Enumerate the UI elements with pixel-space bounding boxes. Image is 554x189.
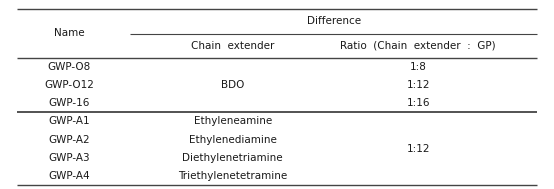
Text: Difference: Difference bbox=[307, 16, 361, 26]
Text: GWP-A1: GWP-A1 bbox=[48, 116, 90, 126]
Text: Ethyleneamine: Ethyleneamine bbox=[193, 116, 272, 126]
Text: GWP-O8: GWP-O8 bbox=[48, 62, 91, 72]
Text: 1:12: 1:12 bbox=[407, 80, 430, 90]
Text: 1:16: 1:16 bbox=[407, 98, 430, 108]
Text: Diethylenetriamine: Diethylenetriamine bbox=[182, 153, 283, 163]
Text: Name: Name bbox=[54, 28, 85, 38]
Text: GWP-A3: GWP-A3 bbox=[48, 153, 90, 163]
Text: GWP-O12: GWP-O12 bbox=[44, 80, 94, 90]
Text: GWP-A2: GWP-A2 bbox=[48, 135, 90, 145]
Text: 1:12: 1:12 bbox=[407, 144, 430, 154]
Text: GWP-16: GWP-16 bbox=[49, 98, 90, 108]
Text: Ratio  (Chain  extender  :  GP): Ratio (Chain extender : GP) bbox=[341, 41, 496, 51]
Text: Chain  extender: Chain extender bbox=[191, 41, 274, 51]
Text: 1:8: 1:8 bbox=[410, 62, 427, 72]
Text: Triethylenetetramine: Triethylenetetramine bbox=[178, 171, 288, 181]
Text: Ethylenediamine: Ethylenediamine bbox=[189, 135, 276, 145]
Text: GWP-A4: GWP-A4 bbox=[48, 171, 90, 181]
Text: BDO: BDO bbox=[221, 80, 244, 90]
